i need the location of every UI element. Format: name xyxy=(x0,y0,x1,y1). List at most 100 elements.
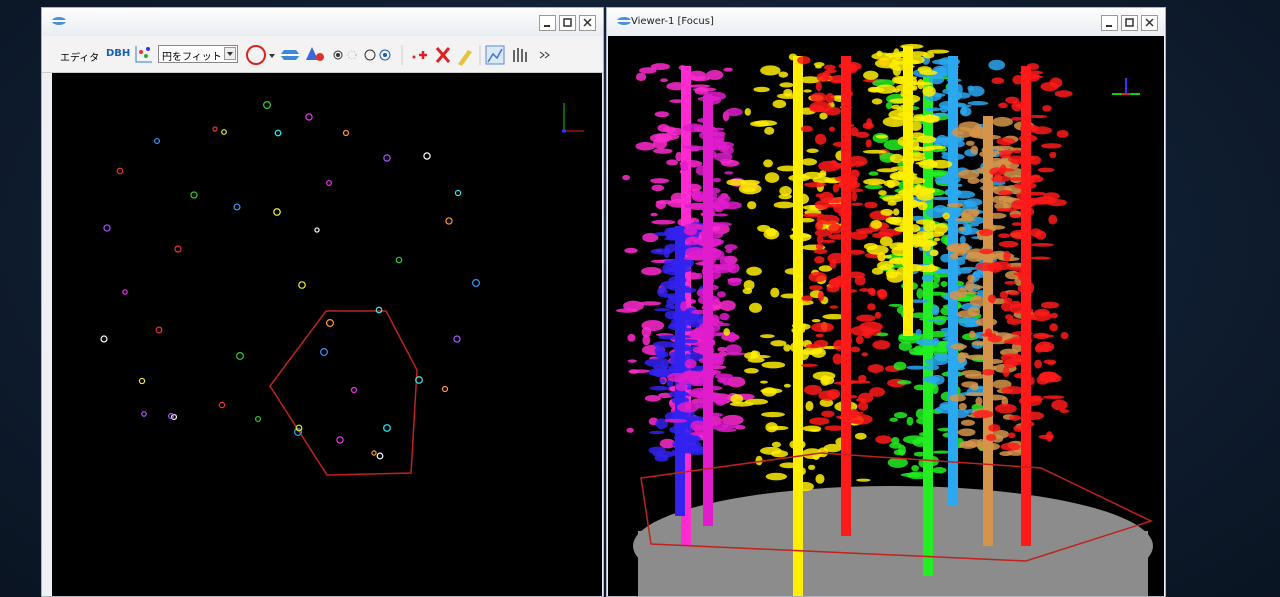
foliage-points xyxy=(724,171,734,175)
foliage-points xyxy=(947,110,955,116)
foliage-points xyxy=(723,328,731,336)
foliage-points xyxy=(1045,431,1054,442)
foliage-points xyxy=(694,87,709,95)
foliage-points xyxy=(721,424,743,429)
foliage-points xyxy=(823,443,842,453)
foliage-points xyxy=(843,419,862,424)
foliage-points xyxy=(871,267,884,275)
foliage-points xyxy=(829,258,837,269)
foliage-points xyxy=(1056,129,1069,138)
dbh-button[interactable]: DBH xyxy=(106,48,131,59)
trees xyxy=(615,43,1073,596)
foliage-points xyxy=(795,193,810,205)
stem-circle xyxy=(141,411,147,417)
foliage-points xyxy=(719,312,730,321)
foliage-points xyxy=(650,63,671,71)
foliage-points xyxy=(816,235,824,244)
foliage-points xyxy=(998,190,1013,196)
foliage-points xyxy=(1013,425,1026,432)
foliage-points xyxy=(946,371,961,377)
foliage-points xyxy=(815,243,824,250)
foliage-points xyxy=(979,341,993,346)
editor-menu[interactable]: エディタ xyxy=(60,53,100,64)
foliage-points xyxy=(1002,199,1013,211)
foliage-points xyxy=(938,100,957,110)
window-controls[interactable] xyxy=(539,15,597,31)
foliage-points xyxy=(771,441,782,448)
foliage-points xyxy=(660,358,670,370)
foliage-points xyxy=(984,219,993,226)
foliage-points xyxy=(706,187,721,194)
foliage-points xyxy=(815,333,824,338)
foliage-points xyxy=(1032,174,1041,180)
foliage-points xyxy=(988,424,1001,432)
foliage-points xyxy=(962,223,980,227)
foliage-points xyxy=(932,466,947,474)
foliage-points xyxy=(1030,228,1042,238)
foliage-points xyxy=(928,318,945,322)
window-controls[interactable] xyxy=(1101,15,1159,31)
foliage-points xyxy=(922,85,936,97)
foliage-points xyxy=(806,148,819,153)
foliage-points xyxy=(885,102,893,110)
foliage-points xyxy=(965,140,975,146)
foliage-points xyxy=(1011,331,1033,336)
foliage-points xyxy=(651,219,676,225)
foliage-points xyxy=(961,208,979,219)
scatter-icon[interactable] xyxy=(134,44,154,64)
foliage-points xyxy=(828,277,848,288)
foliage-points xyxy=(695,272,703,280)
foliage-points xyxy=(931,383,939,395)
foliage-points xyxy=(998,152,1012,159)
foliage-points xyxy=(664,418,688,423)
foliage-points xyxy=(906,365,927,370)
foliage-points xyxy=(652,450,676,458)
foliage-points xyxy=(818,160,841,172)
left-title-bar xyxy=(42,8,603,36)
foliage-points xyxy=(1014,372,1032,379)
foliage-points xyxy=(1010,116,1023,121)
stem-circle xyxy=(233,203,241,211)
foliage-points xyxy=(707,221,719,227)
foliage-points xyxy=(1038,371,1059,382)
foliage-points xyxy=(917,66,932,73)
foliage-points xyxy=(999,168,1015,172)
foliage-points xyxy=(887,216,899,225)
foliage-points xyxy=(972,285,984,289)
foliage-points xyxy=(940,65,960,69)
foliage-points xyxy=(808,271,827,283)
foliage-points xyxy=(799,76,822,84)
foliage-points xyxy=(877,289,888,300)
foliage-points xyxy=(1013,149,1021,154)
foliage-points xyxy=(896,50,912,58)
foliage-points xyxy=(990,145,1014,150)
stem-circle xyxy=(174,245,182,253)
foliage-points xyxy=(707,412,723,417)
foliage-points xyxy=(929,374,945,385)
stem-circle xyxy=(212,126,218,132)
foliage-points xyxy=(668,390,689,398)
foliage-points xyxy=(677,339,699,344)
3d-view-canvas[interactable] xyxy=(608,36,1164,596)
foliage-points xyxy=(1025,155,1036,161)
foliage-points xyxy=(1007,290,1020,296)
foliage-points xyxy=(809,285,823,291)
foliage-points xyxy=(1005,96,1019,104)
foliage-points xyxy=(760,411,785,418)
foliage-points xyxy=(889,417,898,422)
foliage-points xyxy=(875,134,888,139)
foliage-points xyxy=(915,161,937,166)
foliage-points xyxy=(688,371,699,375)
foliage-points xyxy=(933,205,948,213)
tool-icons[interactable] xyxy=(242,42,602,68)
fit-mode-combobox[interactable]: 円をフィット xyxy=(158,45,238,63)
top-view-canvas[interactable] xyxy=(52,73,602,596)
foliage-points xyxy=(811,318,821,323)
foliage-points xyxy=(789,439,806,450)
foliage-points xyxy=(714,152,733,162)
foliage-points xyxy=(697,96,713,101)
foliage-points xyxy=(957,169,980,180)
foliage-points xyxy=(1029,256,1051,260)
foliage-points xyxy=(624,247,638,254)
foliage-points xyxy=(979,150,998,158)
